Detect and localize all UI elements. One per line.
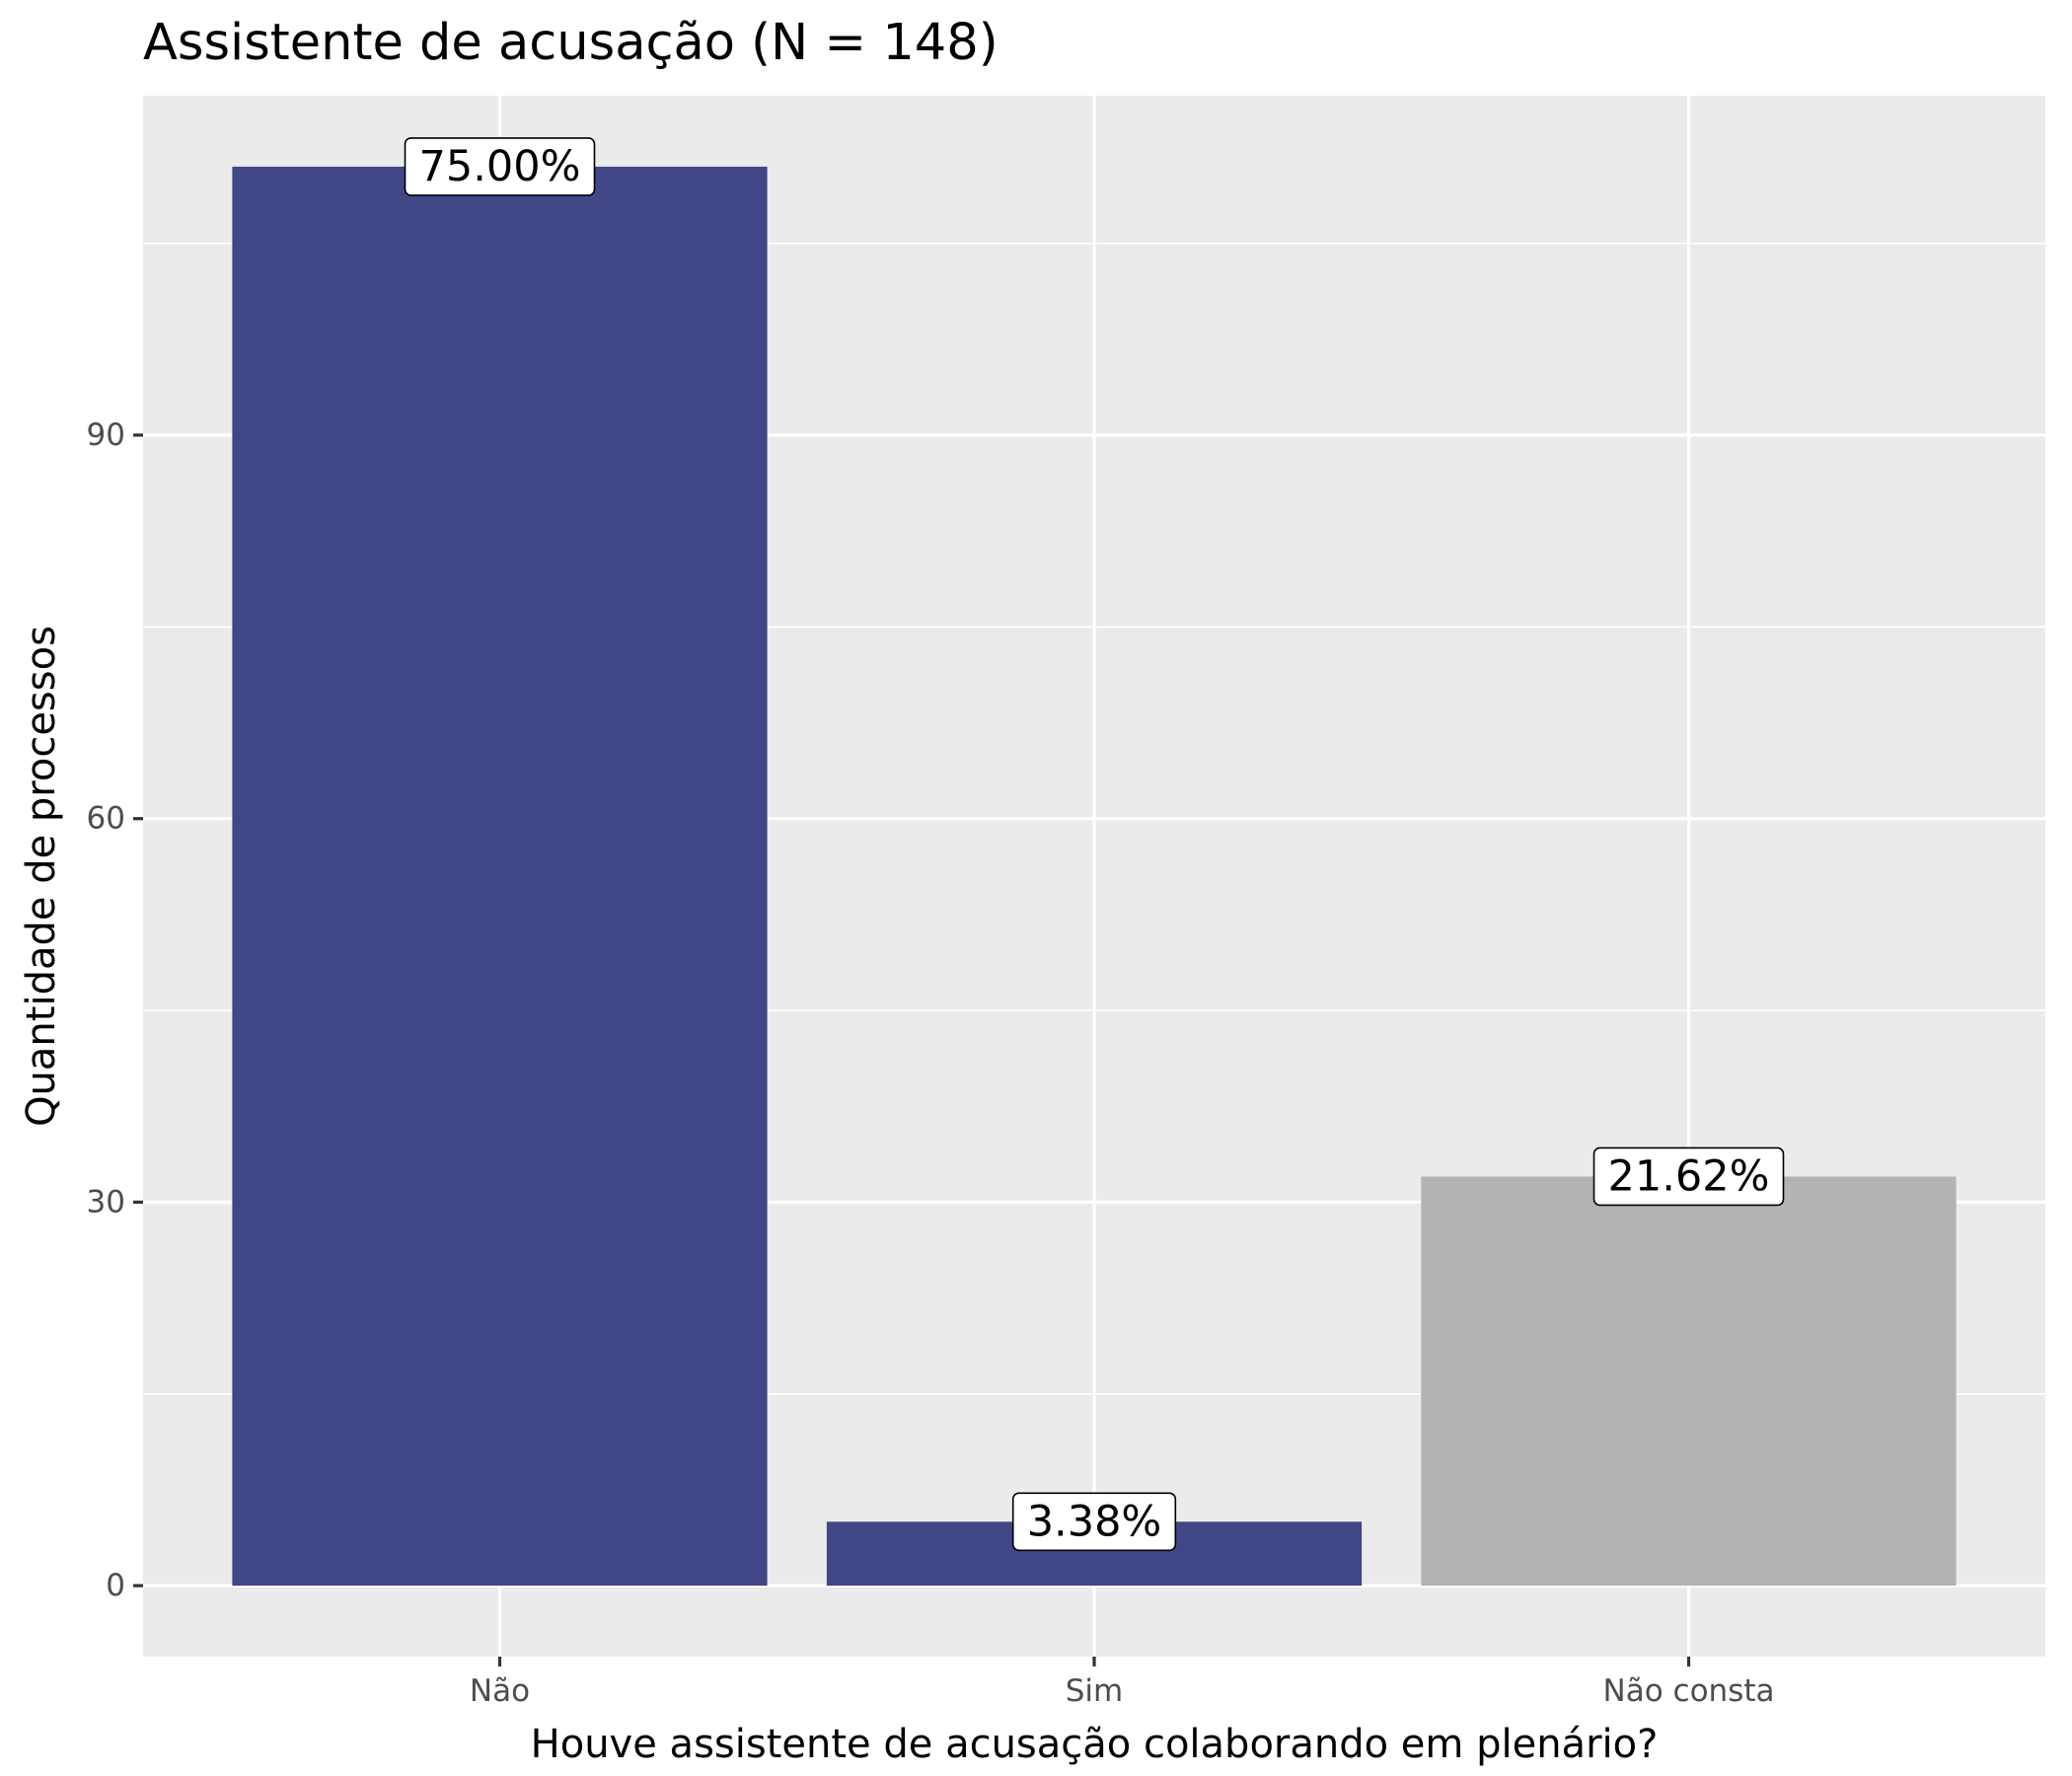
data-label-text: 21.62% xyxy=(1608,1151,1770,1201)
y-tick-label: 30 xyxy=(87,1184,125,1220)
y-axis: 0 30 60 90 xyxy=(87,417,143,1603)
bar-2 xyxy=(1421,1176,1957,1587)
data-label-text: 3.38% xyxy=(1027,1497,1162,1546)
data-label-box xyxy=(1592,1147,1785,1207)
x-tick-label: Não consta xyxy=(1603,1673,1775,1709)
y-tick-label: 90 xyxy=(87,417,125,453)
data-label-box xyxy=(1011,1492,1177,1552)
y-axis-title: Quantidade de processos xyxy=(19,626,64,1127)
data-label-1: 3.38% xyxy=(1011,1492,1177,1552)
y-tick-label: 0 xyxy=(106,1568,125,1603)
bars xyxy=(232,166,1957,1587)
x-axis: Não Sim Não consta xyxy=(470,1657,1775,1709)
data-label-0: 75.00% xyxy=(404,137,596,196)
x-tick-label: Não xyxy=(470,1673,530,1709)
data-label-text: 75.00% xyxy=(419,142,581,191)
data-label-2: 21.62% xyxy=(1592,1147,1785,1207)
data-label-box xyxy=(404,137,596,196)
x-tick-label: Sim xyxy=(1066,1673,1124,1709)
chart-title: Assistente de acusação (N = 148) xyxy=(143,14,999,72)
x-axis-title: Houve assistente de acusação colaborando… xyxy=(531,1722,1659,1767)
y-tick-label: 60 xyxy=(87,801,125,837)
data-labels: 75.00% 3.38% 21.62% xyxy=(404,137,1785,1552)
bar-0 xyxy=(232,166,768,1587)
